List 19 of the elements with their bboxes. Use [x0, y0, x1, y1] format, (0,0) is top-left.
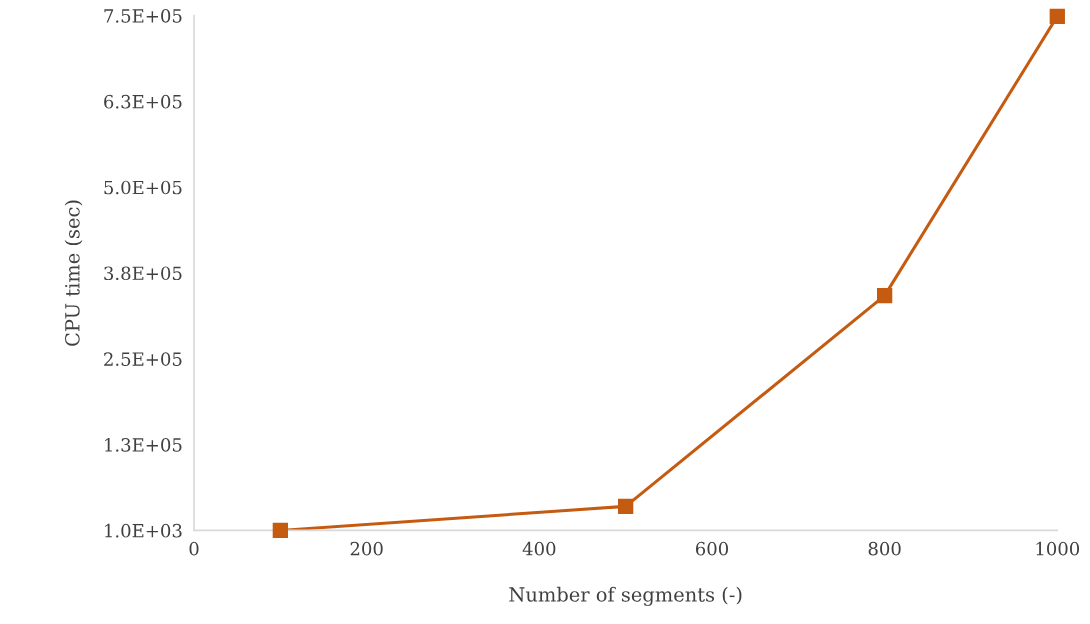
point — [1049, 8, 1065, 24]
point — [877, 288, 893, 304]
point — [272, 522, 288, 539]
y-tick-label: 1.0E+03 — [105, 523, 182, 538]
x-tick-label: 800 — [868, 541, 901, 556]
y-tick-label: 7.5E+05 — [104, 9, 182, 23]
x-tick-label: 1000 — [1036, 541, 1080, 556]
x-tick-label: 600 — [695, 541, 729, 556]
x-tick-label: 0 — [189, 541, 199, 556]
point — [618, 498, 634, 515]
y-tick-label: 2.5E+05 — [104, 352, 182, 366]
x-tick-label: 200 — [350, 541, 383, 556]
y-tick-label: 3.8E+05 — [104, 266, 182, 281]
y-tick-label: 1.3E+05 — [105, 438, 182, 452]
y-tick-label: 6.3E+05 — [104, 94, 182, 109]
x-axis-title: Number of segments (-) — [509, 586, 742, 606]
x-tick-label: 400 — [522, 541, 556, 556]
y-tick-label: 5.0E+05 — [104, 180, 182, 195]
y-axis-title: CPU time (sec) — [64, 200, 83, 346]
